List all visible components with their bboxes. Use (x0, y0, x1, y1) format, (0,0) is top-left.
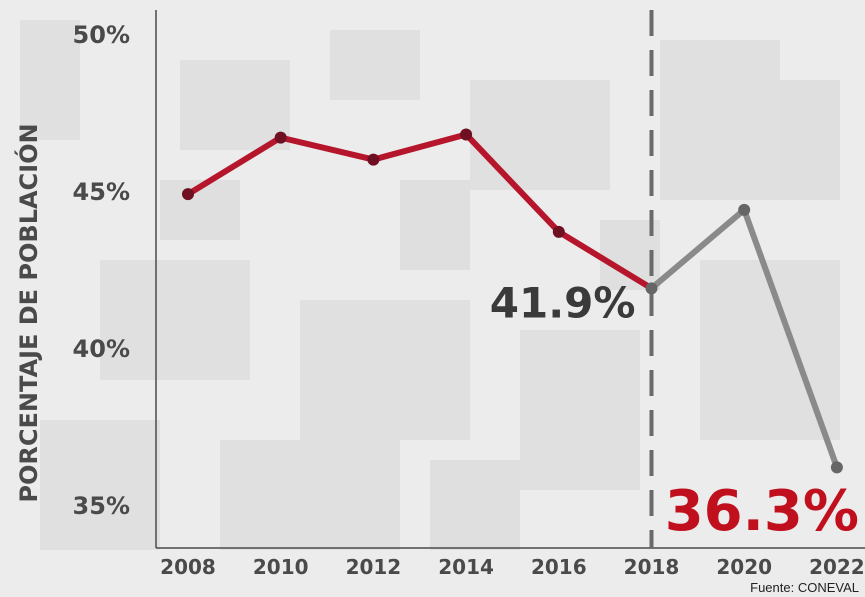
y-tick-label: 50% (73, 21, 130, 49)
data-point-2008 (182, 188, 194, 201)
series-line-segment-2 (648, 206, 840, 471)
series-line-segment-1 (185, 131, 655, 292)
data-point-2022 (830, 461, 843, 474)
x-tick-label: 2016 (531, 555, 587, 579)
x-tick-label: 2018 (624, 555, 680, 579)
data-point-2014 (460, 128, 473, 141)
y-tick-label: 40% (73, 335, 130, 363)
annotation-2018-value: 41.9% (490, 278, 636, 327)
data-point-2016 (552, 225, 565, 238)
x-tick-label: 2012 (346, 555, 402, 579)
y-axis-label: PORCENTAJE DE POBLACIÓN (13, 123, 43, 502)
data-point-2020 (738, 203, 751, 216)
x-tick-label: 2014 (438, 555, 494, 579)
x-tick-label: 2020 (716, 555, 772, 579)
annotation-2022-value: 36.3% (665, 479, 859, 544)
data-point-2010 (274, 131, 287, 144)
source-credit: Fuente: CONEVAL (750, 580, 859, 595)
x-tick-label: 2022 (809, 555, 865, 579)
data-point-2018 (645, 282, 658, 295)
x-tick-label: 2010 (253, 555, 309, 579)
x-tick-label: 2008 (160, 555, 216, 579)
y-tick-label: 45% (73, 178, 130, 206)
data-point-2012 (367, 153, 380, 166)
y-tick-label: 35% (73, 492, 130, 520)
